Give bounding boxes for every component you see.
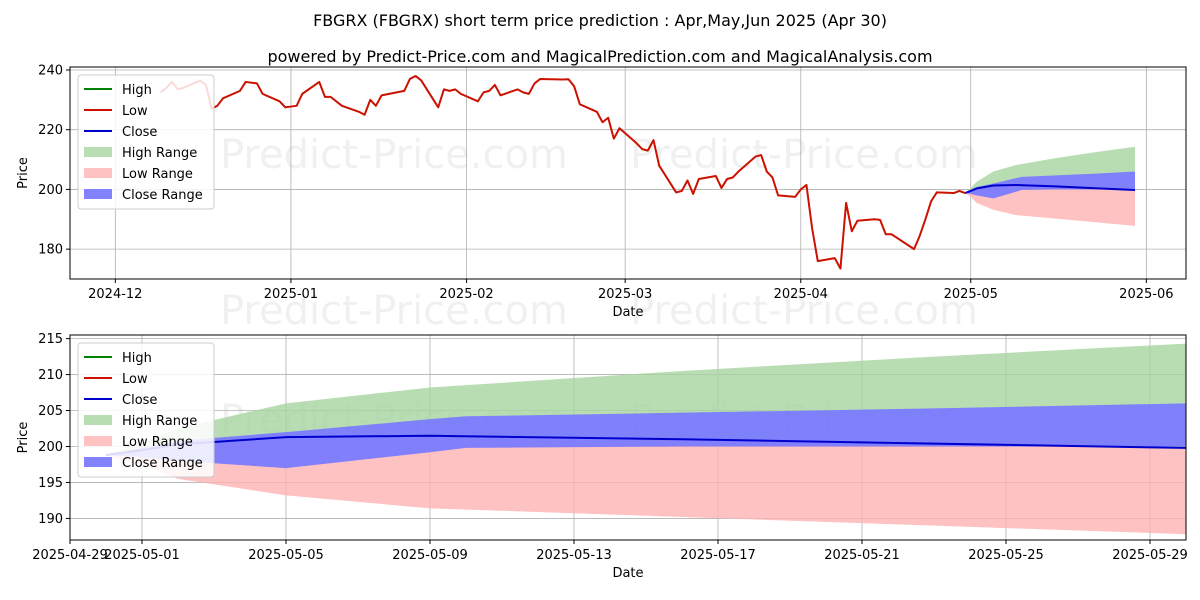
y-tick-label: 205 [38,404,63,419]
legend-label: Close Range [122,456,203,471]
y-tick-label: 190 [38,512,63,527]
close-range-band [965,171,1136,199]
x-tick-label: 2025-05-01 [104,548,180,563]
y-tick-label: 220 [38,123,63,138]
chart-title-line1: FBGRX (FBGRX) short term price predictio… [313,11,887,30]
low-range-band [965,184,1136,226]
legend-swatch [84,189,112,199]
watermark-text: Predict-Price.com [630,288,978,334]
legend: High Low Close High Range Low Range Close Ran… [77,342,215,478]
y-tick-label: 215 [38,332,63,347]
y-tick-label: 240 [38,63,63,78]
y-tick-label: 180 [38,243,63,258]
y-axis-label: Price [16,422,31,454]
x-tick-label: 2025-05-21 [824,548,900,563]
x-axis-label: Date [612,566,643,581]
watermark-text: Predict-Price.com [220,132,568,178]
watermark-group: Predict-Price.com Predict-Price.com [220,132,978,178]
x-tick-label: 2025-04-29 [32,548,108,563]
x-axis-label: Date [612,305,643,320]
low-series-line [160,74,966,270]
legend-swatch [84,415,112,425]
legend-label: High [122,83,152,98]
data-marks [105,343,1186,535]
close-series-line [964,183,1136,194]
chart-panel-2: Predict-Price.comPredict-Price.com190195… [16,332,1188,581]
legend-label: High [122,351,152,366]
legend-label: Close Range [122,188,203,203]
y-axis-label: Price [16,157,31,189]
legend-swatch [84,436,112,446]
x-tick-label: 2025-05 [944,287,998,302]
x-tick-label: 2025-05-17 [680,548,756,563]
x-tick-label: 2025-03 [598,287,652,302]
chart-title-line2: powered by Predict-Price.com and Magical… [267,47,932,66]
axes-frame [69,66,1187,280]
x-tick-label: 2025-05-05 [248,548,324,563]
x-tick-label: 2025-01 [264,287,318,302]
legend-label: High Range [122,414,197,429]
x-tick-label: 2025-02 [439,287,493,302]
watermark-text: Predict-Price.com [220,288,568,334]
x-tick-label: 2025-05-13 [536,548,612,563]
data-marks [160,74,1136,270]
x-tick-label: 2024-12 [88,287,142,302]
watermark-text: Predict-Price.com [630,132,978,178]
legend-label: High Range [122,146,197,161]
x-tick-label: 2025-05-29 [1112,548,1188,563]
legend-swatch [84,168,112,178]
y-tick-label: 210 [38,368,63,383]
x-tick-label: 2025-04 [774,287,828,302]
chart-panel-1: Predict-Price.com Predict-Price.comPredic… [16,63,1187,334]
y-tick-label: 200 [38,183,63,198]
legend-swatch [84,147,112,157]
legend-swatch [84,457,112,467]
legend-label: Low Range [122,435,193,450]
x-tick-label: 2025-05-09 [392,548,468,563]
low-range-band [106,435,1186,535]
y-tick-label: 195 [38,476,63,491]
x-tick-label: 2025-05-25 [968,548,1044,563]
x-tick-label: 2025-06 [1119,287,1173,302]
legend-label: Low Range [122,167,193,182]
legend-label: Close [122,125,157,140]
legend-label: Close [122,393,157,408]
legend-label: Low [122,372,148,387]
legend: High Low Close High Range Low Range Close Ran… [77,74,215,210]
axes-frame [69,334,1187,541]
legend-label: Low [122,104,148,119]
close-range-band [106,403,1186,469]
y-tick-label: 200 [38,440,63,455]
